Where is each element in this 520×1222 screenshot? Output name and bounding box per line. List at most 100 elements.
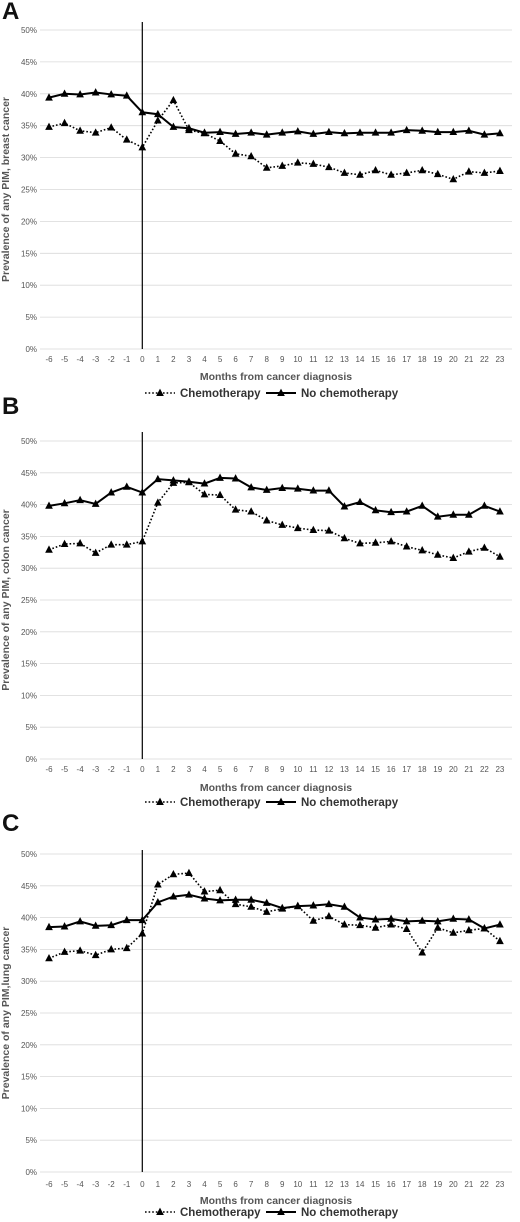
y-tick-label: 20% xyxy=(21,628,37,637)
x-tick-label: 18 xyxy=(418,1180,427,1189)
legend-label-chemotherapy: Chemotherapy xyxy=(180,797,261,809)
x-tick-label: 22 xyxy=(480,1180,489,1189)
y-tick-label: 5% xyxy=(25,313,37,322)
y-tick-label: 45% xyxy=(21,58,37,67)
x-tick-label: -1 xyxy=(123,765,131,774)
data-point xyxy=(480,130,489,138)
data-point xyxy=(91,950,100,959)
data-point xyxy=(293,901,302,910)
y-tick-label: 5% xyxy=(25,1136,37,1145)
x-tick-label: 19 xyxy=(433,355,442,364)
x-tick-label: -5 xyxy=(61,765,69,774)
data-point xyxy=(247,483,255,491)
data-point xyxy=(45,953,53,962)
x-tick-label: 21 xyxy=(464,765,473,774)
data-point xyxy=(309,486,318,494)
panel-letter: A xyxy=(2,0,20,25)
data-point xyxy=(371,538,380,546)
x-tick-label: -1 xyxy=(123,355,131,364)
data-point xyxy=(107,488,116,496)
x-tick-label: 5 xyxy=(218,355,223,364)
data-point xyxy=(433,923,442,931)
x-tick-label: 7 xyxy=(249,765,254,774)
data-point xyxy=(325,911,333,920)
data-point xyxy=(496,920,504,928)
data-point xyxy=(231,505,240,513)
x-tick-label: 17 xyxy=(402,355,411,364)
legend-label-no-chemotherapy: No chemotherapy xyxy=(301,797,399,809)
x-tick-label: 8 xyxy=(264,355,269,364)
data-point xyxy=(465,915,473,923)
data-point xyxy=(356,128,364,136)
x-tick-label: 16 xyxy=(387,765,396,774)
x-tick-label: 4 xyxy=(202,1180,207,1189)
data-point xyxy=(371,923,380,931)
series-line-no-chemotherapy xyxy=(48,91,501,136)
x-tick-label: -5 xyxy=(61,355,69,364)
x-tick-label: -2 xyxy=(108,765,116,774)
data-point xyxy=(387,914,395,922)
x-tick-label: 11 xyxy=(309,355,318,364)
data-point xyxy=(122,915,131,924)
data-point xyxy=(185,123,193,132)
panel-a: A 0% 5% 10% 15% 20% 25% 30% 35% 40% 45% 50% -6 -5 -4-… xyxy=(0,0,520,408)
x-tick-label: 6 xyxy=(233,1180,238,1189)
data-point xyxy=(309,901,318,909)
data-point xyxy=(60,539,69,547)
data-point xyxy=(387,507,395,516)
x-tick-label: 9 xyxy=(280,355,285,364)
data-point xyxy=(60,89,69,97)
data-point xyxy=(200,128,209,136)
y-tick-label: 35% xyxy=(21,945,37,954)
x-tick-label: 7 xyxy=(249,1180,254,1189)
y-tick-label: 30% xyxy=(21,564,37,573)
data-point xyxy=(371,166,380,174)
data-point xyxy=(107,123,116,131)
y-tick-label: 50% xyxy=(21,850,37,859)
data-point xyxy=(465,167,473,175)
data-point xyxy=(418,546,427,554)
x-tick-label: 4 xyxy=(202,355,207,364)
x-tick-label: 15 xyxy=(371,355,380,364)
data-point xyxy=(356,913,364,921)
data-point xyxy=(325,162,333,171)
data-point xyxy=(402,924,411,932)
x-tick-label: 20 xyxy=(449,355,458,364)
data-point xyxy=(262,516,271,524)
x-tick-label: -6 xyxy=(45,355,53,364)
data-point xyxy=(154,109,162,118)
data-point xyxy=(340,920,349,928)
y-tick-label: 40% xyxy=(21,914,37,923)
data-point xyxy=(76,90,84,98)
x-tick-label: 20 xyxy=(449,765,458,774)
data-point xyxy=(122,91,131,99)
panel-b: B 0% 5% 10% 15% 20% 25% 30% 35% 40% 45% 50% -6 -5 -4-… xyxy=(0,393,520,809)
data-point xyxy=(45,922,53,931)
data-point xyxy=(371,128,380,136)
series-line-no-chemotherapy xyxy=(48,476,501,518)
data-point xyxy=(107,920,116,929)
x-tick-label: 11 xyxy=(309,1180,318,1189)
y-tick-label: 25% xyxy=(21,186,37,195)
data-point xyxy=(216,136,224,144)
data-point xyxy=(465,547,473,555)
data-point xyxy=(45,93,53,101)
legend: Chemotherapy No chemotherapy xyxy=(145,797,399,809)
x-tick-label: 2 xyxy=(171,765,176,774)
data-point xyxy=(60,118,69,127)
x-tick-label: 13 xyxy=(340,355,349,364)
data-point xyxy=(262,163,271,171)
x-axis-label: Months from cancer diagnosis xyxy=(200,1195,352,1207)
data-point xyxy=(496,166,504,174)
y-tick-label: 15% xyxy=(21,660,37,669)
data-point xyxy=(169,95,178,104)
data-point xyxy=(496,129,504,137)
data-point xyxy=(418,916,427,924)
x-tick-label: 21 xyxy=(464,1180,473,1189)
data-point xyxy=(340,168,349,176)
x-tick-label: 3 xyxy=(187,355,192,364)
data-point xyxy=(262,907,271,915)
x-tick-label: -2 xyxy=(108,1180,116,1189)
x-axis-label: Months from cancer diagnosis xyxy=(200,371,352,383)
data-point xyxy=(200,894,209,902)
